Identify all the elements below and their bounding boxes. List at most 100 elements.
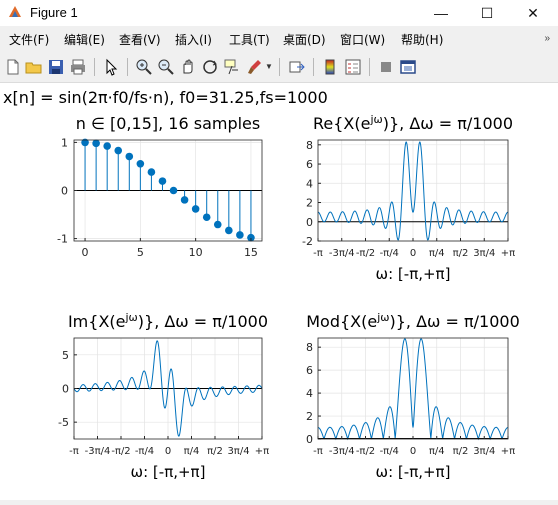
x-tick-label: -π [313, 248, 323, 259]
menu-desktop[interactable]: 桌面(D) [283, 33, 326, 47]
menu-insert[interactable]: 插入(I) [175, 33, 212, 47]
watermark [372, 474, 452, 494]
x-tick-label: 0 [82, 246, 89, 259]
figure-canvas: x[n] = sin(2π·f0/fs·n), f0=31.25,fs=1000… [0, 83, 558, 500]
maximize-button[interactable]: ☐ [480, 5, 494, 21]
toolbar-separator [369, 58, 370, 76]
axes-title-4: Mod{X(ejω)}, Δω = π/1000 [306, 311, 520, 331]
x-tick-label: -π/4 [380, 248, 399, 259]
y-tick-label: 0 [62, 383, 69, 396]
series-line [73, 340, 263, 437]
menu-bar: 文件(F) 编辑(E) 查看(V) 插入(I) 工具(T) 桌面(D) 窗口(W… [0, 28, 558, 50]
new-figure-icon[interactable] [4, 58, 22, 76]
show-plot-tools-icon[interactable] [399, 58, 417, 76]
axes-title-1: n ∈ [0,15], 16 samples [76, 114, 260, 133]
save-icon[interactable] [47, 58, 65, 76]
pointer-icon[interactable] [102, 58, 120, 76]
axes-border-1 [73, 139, 263, 242]
y-tick-label: 6 [306, 158, 313, 171]
close-button[interactable]: ✕ [527, 5, 539, 21]
y-tick-label: -1 [57, 233, 68, 246]
x-tick-label: -π/2 [356, 446, 375, 457]
x-tick-label: 3π/4 [473, 248, 495, 259]
x-tick-label: π/4 [184, 446, 200, 457]
x-tick-label: 0 [410, 446, 416, 457]
data-cursor-icon[interactable] [223, 58, 241, 76]
x-tick-label: -π/4 [380, 446, 399, 457]
series-line [317, 141, 509, 241]
x-tick-label: -π/4 [135, 446, 154, 457]
menu-view[interactable]: 查看(V) [119, 33, 161, 47]
link-plot-icon[interactable] [288, 58, 306, 76]
y-tick-label: -5 [58, 416, 69, 429]
stem-marker-10 [191, 205, 200, 213]
window-title: Figure 1 [30, 5, 78, 20]
open-file-icon[interactable] [25, 58, 43, 76]
y-tick-label: 4 [306, 387, 313, 400]
menu-file[interactable]: 文件(F) [9, 33, 50, 47]
colorbar-icon[interactable] [321, 58, 339, 76]
brush-dropdown-icon[interactable]: ▼ [265, 62, 273, 71]
x-axis-label: ω: [-π,+π] [376, 463, 451, 481]
x-tick-label: 0 [410, 248, 416, 259]
y-tick-label: 5 [62, 349, 69, 362]
stem-plot: 0 5 10 15 -1 0 1 [57, 136, 262, 259]
axes-border-3 [73, 337, 263, 440]
x-tick-label: 3π/4 [473, 446, 495, 457]
stem-marker-7 [158, 177, 167, 185]
zoom-in-icon[interactable] [135, 58, 153, 76]
axes-title-3: Im{X(ejω)}, Δω = π/1000 [68, 311, 268, 331]
x-tick-label: -π [69, 446, 79, 457]
stem-marker-12 [213, 220, 222, 229]
toolbar-separator [127, 58, 128, 76]
menu-help[interactable]: 帮助(H) [401, 33, 444, 47]
y-tick-label: 8 [306, 139, 313, 152]
x-tick-label: -3π/4 [85, 446, 111, 457]
x-tick-label: 5 [137, 246, 144, 259]
legend-icon[interactable] [344, 58, 362, 76]
stem-marker-5 [136, 159, 145, 168]
matlab-icon [9, 6, 21, 17]
brush-icon[interactable] [245, 58, 263, 76]
axes-border-4 [317, 337, 509, 440]
stem-marker-4 [125, 152, 134, 161]
stem-marker-11 [202, 213, 211, 222]
minimize-button[interactable]: — [434, 5, 448, 21]
stem-marker-0 [81, 138, 89, 147]
x-tick-label: -π/2 [111, 446, 130, 457]
y-tick-label: 0 [306, 216, 313, 229]
x-axis-label: ω: [-π,+π] [376, 265, 451, 283]
stem-marker-2 [103, 142, 111, 150]
hide-plot-tools-icon[interactable] [377, 58, 395, 76]
x-tick-label: 0 [165, 446, 171, 457]
axes-border-2 [317, 139, 509, 242]
stem-marker-1 [92, 139, 100, 148]
x-tick-label: -3π/4 [329, 248, 355, 259]
y-tick-label: 0 [61, 185, 68, 198]
x-tick-label: 3π/4 [227, 446, 249, 457]
y-tick-label: 1 [61, 136, 68, 149]
zoom-out-icon[interactable] [157, 58, 175, 76]
x-tick-label: 15 [244, 246, 258, 259]
figure-svg: x[n] = sin(2π·f0/fs·n), f0=31.25,fs=1000… [3, 88, 520, 481]
menu-tools[interactable]: 工具(T) [229, 33, 270, 47]
pan-icon[interactable] [179, 58, 197, 76]
y-tick-label: 2 [306, 197, 313, 210]
x-tick-label: +π [501, 446, 515, 457]
x-tick-label: -π/2 [356, 248, 375, 259]
stem-marker-3 [114, 146, 123, 155]
toolbar-separator [94, 58, 95, 76]
y-tick-label: 8 [306, 341, 313, 354]
window-titlebar: Figure 1 — ☐ ✕ [0, 0, 558, 26]
x-tick-label: 10 [189, 246, 203, 259]
menu-overflow-icon[interactable]: » [544, 33, 550, 44]
menu-edit[interactable]: 编辑(E) [64, 33, 105, 47]
rotate-3d-icon[interactable] [201, 58, 219, 76]
menu-window[interactable]: 窗口(W) [340, 33, 386, 47]
series-line [317, 338, 509, 441]
print-icon[interactable] [69, 58, 87, 76]
toolbar-separator [279, 58, 280, 76]
y-tick-label: 6 [306, 364, 313, 377]
y-tick-label: 2 [306, 410, 313, 423]
stem-marker-14 [236, 231, 244, 239]
